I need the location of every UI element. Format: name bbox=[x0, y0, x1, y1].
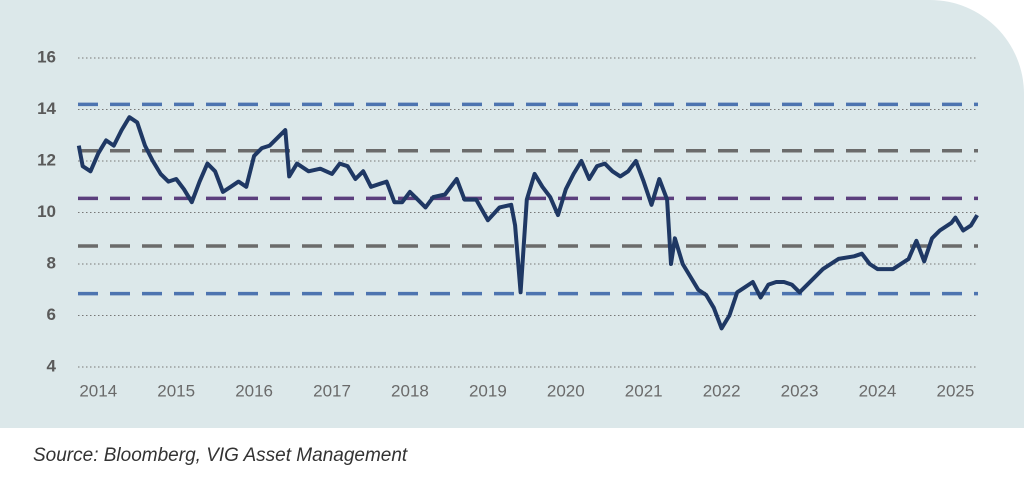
x-tick-label: 2019 bbox=[469, 381, 507, 400]
data-line bbox=[76, 115, 979, 331]
x-tick-label: 2015 bbox=[157, 381, 195, 400]
x-tick-label: 2018 bbox=[391, 381, 429, 400]
x-tick-label: 2017 bbox=[313, 381, 351, 400]
y-tick-label: 6 bbox=[47, 305, 56, 324]
y-tick-label: 10 bbox=[37, 202, 56, 221]
x-tick-label: 2024 bbox=[859, 381, 897, 400]
source-note: Source: Bloomberg, VIG Asset Management bbox=[33, 445, 408, 466]
x-tick-label: 2014 bbox=[79, 381, 117, 400]
x-tick-label: 2023 bbox=[781, 381, 819, 400]
y-tick-label: 16 bbox=[37, 47, 56, 66]
y-tick-label: 12 bbox=[37, 150, 56, 169]
x-tick-label: 2020 bbox=[547, 381, 585, 400]
x-tick-label: 2021 bbox=[625, 381, 663, 400]
y-tick-label: 14 bbox=[37, 99, 56, 118]
x-tick-label: 2025 bbox=[936, 381, 974, 400]
y-tick-label: 8 bbox=[47, 253, 56, 272]
x-tick-label: 2022 bbox=[703, 381, 741, 400]
y-tick-label: 4 bbox=[47, 356, 57, 375]
x-tick-label: 2016 bbox=[235, 381, 273, 400]
